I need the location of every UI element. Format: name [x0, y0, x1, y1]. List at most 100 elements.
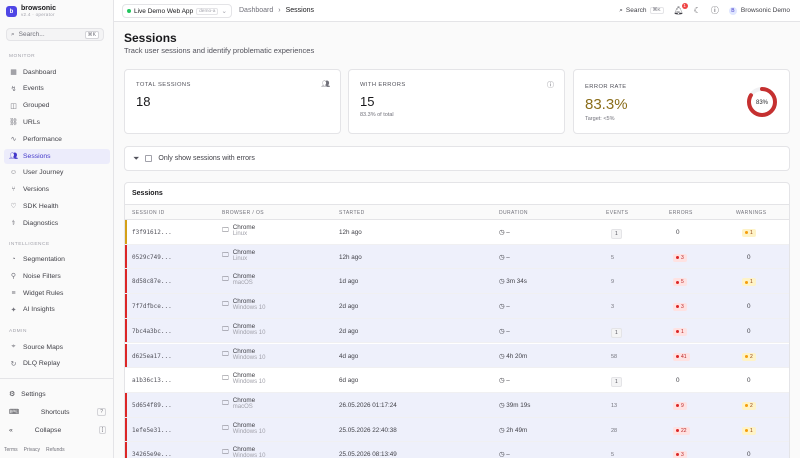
os-name: Linux: [232, 255, 248, 262]
sidebar-item-events[interactable]: ↯ Events: [4, 81, 110, 96]
refunds-link[interactable]: Refunds: [46, 447, 65, 453]
started-time: 25.05.2026 08:13:49: [339, 451, 397, 458]
session-id[interactable]: 7bc4a3bc...: [132, 327, 172, 335]
section-monitor: MONITOR: [9, 54, 36, 59]
sidebar-item-sdk-health[interactable]: ♡ SDK Health: [4, 199, 110, 214]
help-icon[interactable]: ⓘ: [710, 6, 719, 15]
sidebar-item-grouped[interactable]: ◫ Grouped: [4, 98, 110, 113]
session-id[interactable]: f3f91612...: [132, 229, 172, 236]
session-id[interactable]: 5d654f89...: [132, 401, 172, 409]
events-cell: 5: [611, 254, 614, 261]
sidebar-item-label: User Journey: [23, 169, 64, 177]
global-search-button[interactable]: ⌕ Search ⌘K: [619, 7, 664, 15]
errors-cell: 41: [673, 352, 690, 361]
errors-badge: 3: [673, 253, 687, 262]
table-row[interactable]: 34265e9e... 🖵︎ Chrome Windows 10 25.05.2026 …: [125, 442, 789, 458]
table-row[interactable]: d625ea17... 🖵︎ Chrome Windows 10 4d ago ◷ 4h …: [125, 343, 789, 369]
breadcrumb-dashboard[interactable]: Dashboard: [239, 7, 274, 14]
user-menu[interactable]: B Browsonic Demo: [728, 6, 790, 15]
sidebar-item-ai-insights[interactable]: ✦ AI Insights: [4, 302, 110, 317]
sidebar-item-noise-filters[interactable]: ⚲ Noise Filters: [4, 269, 110, 284]
funnel-icon[interactable]: ⏷: [133, 153, 140, 163]
sidebar-item-segmentation[interactable]: ◔ Segmentation: [4, 252, 110, 267]
started-time: 4d ago: [339, 352, 359, 360]
breadcrumb: Dashboard › Sessions: [239, 7, 314, 14]
started-time: 1d ago: [339, 278, 359, 286]
with-errors-label: WITH ERRORS: [360, 82, 406, 88]
os-name: Linux: [232, 231, 248, 237]
monitor-icon: 🖵︎: [222, 325, 229, 333]
sidebar-item-dlq-replay[interactable]: ↻ DLQ Replay: [4, 356, 110, 371]
sidebar-item-sessions[interactable]: 👥︎ Sessions: [4, 148, 110, 164]
table-row[interactable]: a1b36c13... 🖵︎ Chrome Windows 10 6d ago ◷ – 1 0…: [125, 368, 789, 393]
browser-name: Chrome: [232, 248, 256, 256]
warning-dot-icon: [745, 354, 748, 358]
sidebar-item-user-journey[interactable]: ☺ User Journey: [4, 165, 110, 180]
collapse-button[interactable]: « Collapse [: [4, 423, 110, 437]
gear-icon: ⚙: [9, 391, 16, 398]
shortcuts-button[interactable]: ⌨ Shortcuts ?: [4, 405, 110, 419]
brand[interactable]: b browsonic v2.4 · operator: [6, 5, 56, 18]
sidebar-item-widget-rules[interactable]: ≡ Widget Rules: [4, 286, 110, 301]
sidebar-item-versions[interactable]: ⑂ Versions: [4, 182, 110, 197]
table-row[interactable]: 0529c749... 🖵︎ Chrome Linux 12h ago ◷ – 5 3 0: [125, 244, 789, 270]
errors-count: 0: [676, 229, 680, 236]
table-row[interactable]: 7bc4a3bc... 🖵︎ Chrome Windows 10 2d ago ◷ – 1 1…: [125, 318, 789, 344]
table-row[interactable]: 8d58c87e... 🖵︎ Chrome macOS 1d ago ◷ 3m 34s 9 5…: [125, 269, 789, 295]
sidebar-item-performance[interactable]: ∿ Performance: [4, 132, 110, 147]
table-row[interactable]: f3f91612... 🖵︎ Chrome Linux 12h ago ◷ – 1 0 1: [125, 220, 789, 245]
sidebar-item-source-maps[interactable]: ⌖ Source Maps: [4, 340, 110, 355]
events-cell: 1: [611, 229, 622, 239]
duration-value: 39m 19s: [506, 401, 531, 409]
privacy-link[interactable]: Privacy: [23, 447, 41, 453]
layers-icon: ◫: [10, 102, 17, 110]
session-id[interactable]: a1b36c13...: [132, 377, 172, 385]
col-duration: DURATION: [499, 210, 528, 216]
moon-icon[interactable]: ☾: [693, 6, 701, 15]
ring-progress: [747, 87, 777, 117]
warnings-count: 0: [747, 327, 751, 335]
errors-badge: 41: [673, 352, 690, 361]
browser-os: 🖵︎ Chrome Windows 10: [222, 422, 265, 435]
events-cell: 28: [611, 427, 617, 434]
row-severity-bar: [125, 392, 127, 417]
warnings-badge: 1: [742, 229, 756, 237]
link-icon: ⛓: [9, 119, 18, 127]
only-errors-label[interactable]: Only show sessions with errors: [158, 155, 255, 162]
session-id[interactable]: 1efe5e31...: [132, 426, 172, 434]
os-name: Windows 10: [232, 453, 266, 458]
error-dot-icon: [676, 305, 679, 309]
sidebar-item-dashboard[interactable]: ▦ Dashboard: [4, 65, 110, 80]
session-id[interactable]: 34265e9e...: [132, 451, 172, 458]
only-errors-checkbox[interactable]: [145, 155, 153, 162]
error-dot-icon: [676, 453, 679, 457]
events-cell: 9: [611, 278, 614, 285]
warnings-cell: 1: [742, 426, 756, 435]
session-id[interactable]: 8d58c87e...: [132, 278, 172, 286]
table-row[interactable]: 7f7dfbce... 🖵︎ Chrome Windows 10 2d ago ◷ – 3 3…: [125, 294, 789, 319]
warnings-count: 0: [747, 451, 751, 458]
chevron-down-icon: ⌄: [221, 8, 227, 15]
terms-link[interactable]: Terms: [4, 447, 18, 453]
events-count: 1: [611, 377, 622, 388]
sidebar-item-urls[interactable]: ⛓ URLs: [4, 115, 110, 130]
session-id[interactable]: 7f7dfbce...: [132, 303, 172, 311]
session-id[interactable]: 0529c749...: [132, 253, 172, 261]
warning-dot-icon: [745, 428, 748, 432]
app-switcher[interactable]: Live Demo Web App demo-a ⌄: [122, 4, 232, 18]
duration-cell: ◷ –: [499, 451, 510, 458]
search-input[interactable]: ⌕ Search... ⌘K: [6, 28, 104, 41]
duration-cell: ◷ 4h 20m: [499, 353, 527, 360]
search-icon: ⌕: [11, 30, 15, 38]
monitor-icon: 🖵︎: [222, 276, 229, 284]
table-row[interactable]: 1efe5e31... 🖵︎ Chrome Windows 10 25.05.2026 …: [125, 417, 789, 443]
events-count: 13: [611, 402, 618, 409]
notifications-button[interactable]: 🔔︎ 1: [674, 3, 688, 15]
session-id[interactable]: d625ea17...: [132, 352, 172, 360]
table-row[interactable]: 5d654f89... 🖵︎ Chrome macOS 26.05.2026 01:17…: [125, 392, 789, 418]
sidebar-item-diagnostics[interactable]: ⚕ Diagnostics: [4, 216, 110, 231]
browser-name: Chrome: [232, 347, 256, 355]
errors-count: 3: [681, 254, 684, 261]
settings-button[interactable]: ⚙ Settings: [4, 387, 110, 401]
filter-bar: ⏷ Only show sessions with errors: [124, 146, 790, 171]
